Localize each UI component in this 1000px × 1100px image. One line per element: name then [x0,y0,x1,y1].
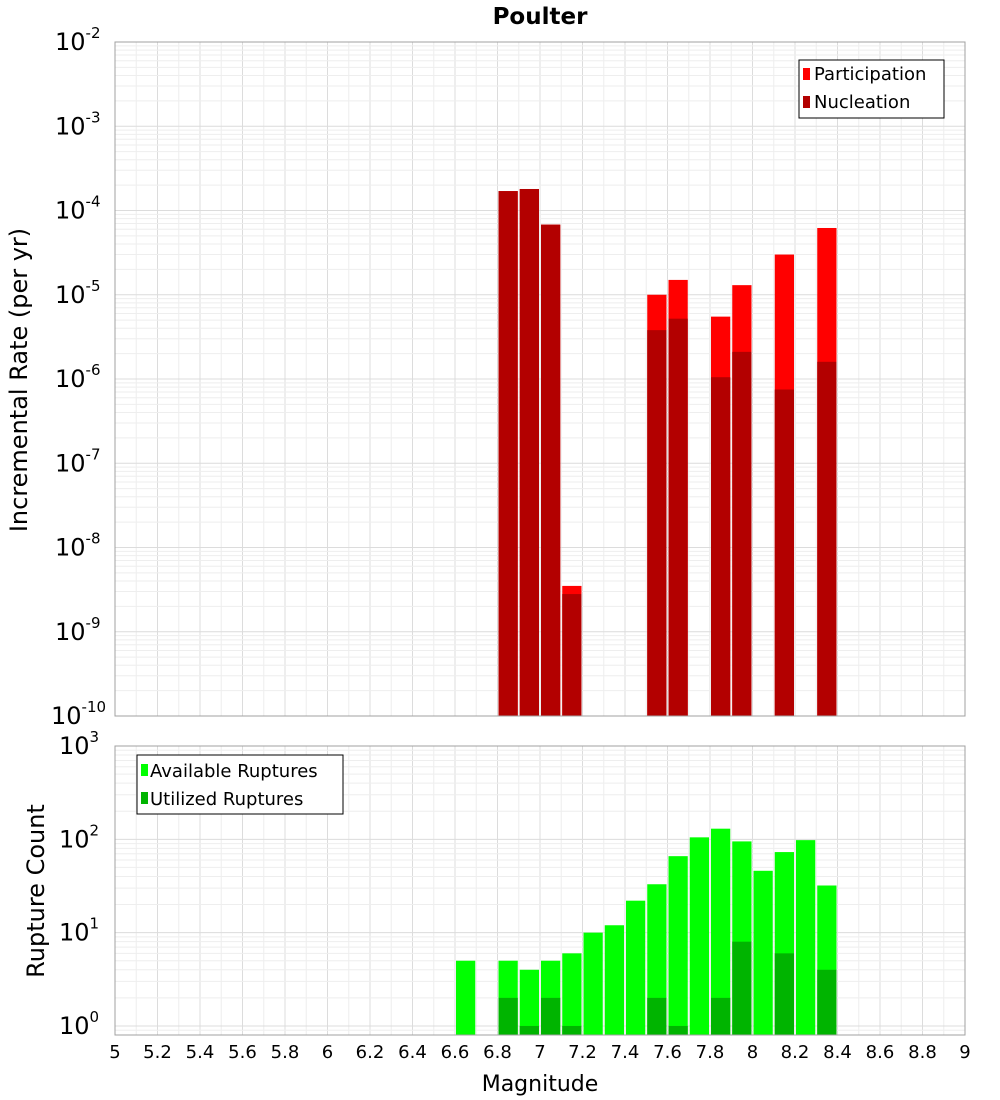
count-bar-available-ruptures [689,837,709,1035]
count-bar-available-ruptures [753,870,773,1035]
rate-legend: Participation Nucleation [798,59,945,119]
count-bar-available-ruptures [668,856,688,1035]
available-legend-swatch [141,764,148,776]
x-tick-label: 5 [109,1042,120,1063]
x-tick-label: 6.6 [441,1042,470,1063]
y-tick-label: 10-6 [55,361,101,393]
rate-bar-nucleation [711,377,731,716]
participation-legend-swatch [803,68,810,80]
y-tick-label: 10-2 [55,24,101,56]
rate-bar-nucleation [519,188,539,716]
y-tick-label: 10-10 [51,698,106,730]
participation-legend-label: Participation [814,64,926,85]
x-tick-label: 7.8 [696,1042,725,1063]
x-tick-label: 6.8 [483,1042,512,1063]
count-bar-utilized-ruptures [519,1025,539,1035]
rate-bar-nucleation [774,389,794,716]
count-bar-available-ruptures [711,828,731,1035]
x-tick-label: 7 [534,1042,545,1063]
rate-y-axis-label: Incremental Rate (per yr) [5,228,33,532]
count-bar-utilized-ruptures [711,997,731,1035]
y-tick-label: 10-4 [55,193,101,225]
rate-panel: 10-10 10-9 10-8 10-7 10-6 10-5 10-4 10-3 10-2 In… [5,24,966,730]
count-panel: 100 101 102 103 5 5.2 5.4 5.6 5.8 6 6.2 6.4 6.6 6.8 7… [22,728,971,1097]
x-tick-label: 6 [322,1042,333,1063]
x-tick-label: 7.6 [653,1042,682,1063]
count-bar-utilized-ruptures [774,953,794,1035]
x-tick-label: 6.4 [398,1042,427,1063]
x-tick-label: 5.6 [228,1042,257,1063]
rate-bar-nucleation [562,594,582,716]
count-bar-available-ruptures [562,953,582,1035]
y-tick-label: 10-5 [55,277,101,309]
y-tick-label: 10-9 [55,614,101,646]
count-bars [456,828,837,1035]
x-tick-label: 5.4 [186,1042,215,1063]
y-tick-label: 103 [59,728,99,760]
rate-bar-nucleation [647,330,667,716]
count-plot-frame [114,745,966,1036]
x-tick-label: 8.6 [866,1042,895,1063]
x-tick-label: 9 [959,1042,970,1063]
nucleation-legend-swatch [803,96,810,108]
count-bar-utilized-ruptures [817,969,837,1035]
rate-gridlines [114,41,966,717]
x-tick-label: 8 [747,1042,758,1063]
count-bar-available-ruptures [519,969,539,1035]
rate-plot-frame [114,41,966,717]
x-tick-label: 7.4 [611,1042,640,1063]
count-bar-utilized-ruptures [541,997,561,1035]
rate-bar-nucleation [668,318,688,716]
magnitude-x-axis-label: Magnitude [482,1072,599,1097]
rate-bar-nucleation [541,224,561,716]
x-tick-label: 5.2 [143,1042,172,1063]
rate-bar-nucleation [732,351,752,716]
count-legend: Available Ruptures Utilized Ruptures [136,754,344,815]
x-tick-label: 8.2 [781,1042,810,1063]
rate-bars [498,188,837,717]
rate-bar-nucleation [498,191,518,717]
count-bar-available-ruptures [604,925,624,1035]
rate-bar-nucleation [817,361,837,716]
x-tick-label: 7.2 [568,1042,597,1063]
count-y-axis-label: Rupture Count [22,804,50,978]
count-legend-box [136,754,344,815]
count-bar-utilized-ruptures [668,1025,688,1035]
rate-y-ticks: 10-10 10-9 10-8 10-7 10-6 10-5 10-4 10-3 10-2 [51,24,106,730]
count-bar-utilized-ruptures [498,997,518,1035]
count-bar-utilized-ruptures [732,941,752,1035]
chart-title: Poulter [493,4,589,30]
utilized-legend-swatch [141,792,148,804]
count-bar-utilized-ruptures [562,1025,582,1035]
count-bar-available-ruptures [647,884,667,1035]
rate-legend-box [798,59,945,119]
x-tick-label: 8.4 [823,1042,852,1063]
y-tick-label: 100 [59,1008,99,1040]
x-tick-label: 6.2 [356,1042,385,1063]
x-tick-label: 8.8 [908,1042,937,1063]
available-legend-label: Available Ruptures [150,761,318,782]
magnitude-x-ticks: 5 5.2 5.4 5.6 5.8 6 6.2 6.4 6.6 6.8 7 7.2 7.4 7.6 7.8 8… [109,1042,970,1063]
y-tick-label: 10-3 [55,108,101,140]
count-bar-available-ruptures [583,932,603,1035]
count-bar-available-ruptures [456,960,476,1035]
y-tick-label: 10-8 [55,530,101,562]
utilized-legend-label: Utilized Ruptures [150,789,303,810]
count-bar-available-ruptures [796,840,816,1035]
y-tick-label: 101 [59,915,99,947]
count-y-ticks: 100 101 102 103 [59,728,99,1040]
count-bar-utilized-ruptures [647,997,667,1035]
y-tick-label: 102 [59,821,99,853]
nucleation-legend-label: Nucleation [814,92,910,113]
x-tick-label: 5.8 [271,1042,300,1063]
count-bar-available-ruptures [626,900,646,1035]
y-tick-label: 10-7 [55,445,101,477]
